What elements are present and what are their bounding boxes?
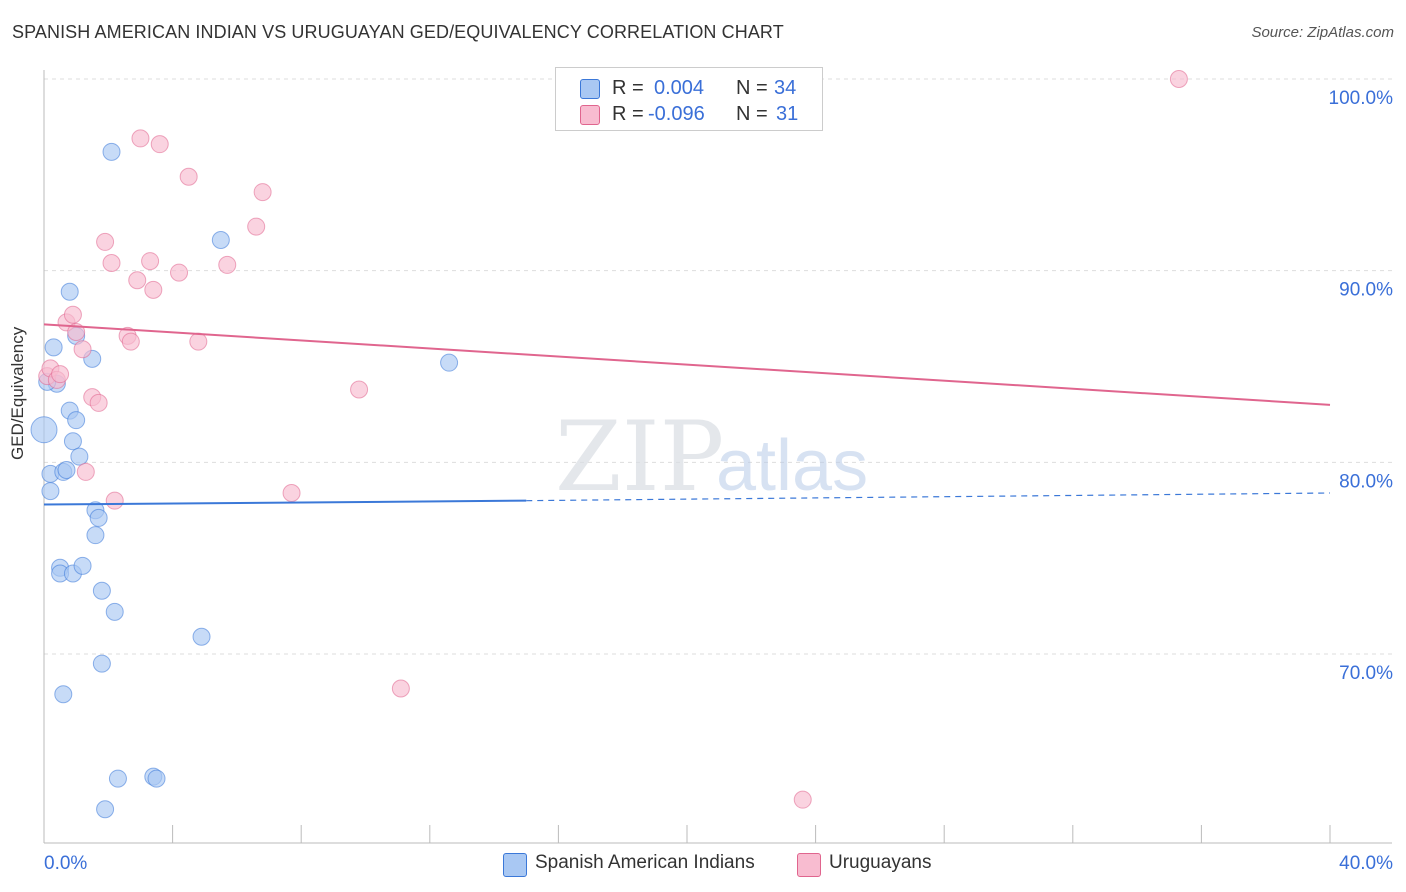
source-label: Source: ZipAtlas.com xyxy=(1251,24,1394,41)
point-spanish-american-indians xyxy=(57,461,76,479)
legend-r-label: R = xyxy=(612,103,644,125)
legend-label: Spanish American Indians xyxy=(535,852,755,873)
point-spanish-american-indians xyxy=(192,627,211,646)
trend-line-uruguayans xyxy=(43,323,1331,406)
watermark-atlas: atlas xyxy=(716,426,868,506)
y-tick-label: 100.0% xyxy=(1329,88,1394,109)
legend-label: Uruguayans xyxy=(829,852,932,873)
point-uruguayans xyxy=(141,252,160,271)
point-uruguayans xyxy=(73,340,92,359)
point-spanish-american-indians xyxy=(92,581,111,600)
legend-n-value: 34 xyxy=(774,77,797,99)
point-spanish-american-indians xyxy=(63,432,82,451)
legend-r-value: -0.096 xyxy=(648,103,705,125)
trend-lines xyxy=(43,323,1331,506)
point-uruguayans xyxy=(179,167,198,186)
point-uruguayans xyxy=(51,365,70,384)
y-tick-label: 70.0% xyxy=(1339,663,1393,684)
point-spanish-american-indians xyxy=(147,769,166,788)
point-spanish-american-indians xyxy=(89,508,108,527)
point-uruguayans xyxy=(350,380,369,399)
point-spanish-american-indians xyxy=(60,282,79,301)
point-uruguayans xyxy=(63,305,82,324)
tick-labels: 70.0% 80.0% 90.0% 100.0% 0.0% 40.0% xyxy=(44,88,1393,874)
legend-n-label: N = xyxy=(736,77,768,99)
point-uruguayans xyxy=(67,323,86,341)
axes xyxy=(43,70,1392,844)
point-spanish-american-indians xyxy=(86,526,105,545)
y-tick-label: 90.0% xyxy=(1339,280,1393,301)
legend-swatch xyxy=(580,105,600,125)
trend-line-extension xyxy=(526,492,1331,502)
point-uruguayans xyxy=(793,790,812,809)
point-uruguayans xyxy=(89,393,108,412)
trend-line-spanish-american-indians xyxy=(43,499,527,506)
point-spanish-american-indians xyxy=(96,800,115,819)
legend-n-label: N = xyxy=(736,103,768,125)
watermark-zip: ZIP xyxy=(555,401,724,513)
point-uruguayans xyxy=(247,217,266,236)
point-uruguayans xyxy=(121,332,140,351)
point-uruguayans xyxy=(391,679,410,698)
point-uruguayans xyxy=(189,332,208,351)
legend-swatch xyxy=(797,853,821,877)
legend-r-label: R = xyxy=(612,77,644,99)
point-uruguayans xyxy=(253,183,272,202)
point-uruguayans xyxy=(144,280,163,299)
point-uruguayans xyxy=(131,129,150,148)
point-spanish-american-indians xyxy=(70,447,89,466)
point-uruguayans xyxy=(96,232,115,251)
point-spanish-american-indians xyxy=(92,654,111,673)
point-spanish-american-indians xyxy=(44,338,63,357)
x-tick-label: 0.0% xyxy=(44,853,87,874)
data-points xyxy=(30,70,1188,819)
point-spanish-american-indians xyxy=(67,411,86,430)
point-spanish-american-indians xyxy=(54,685,73,704)
point-uruguayans xyxy=(150,135,169,154)
grid-lines xyxy=(44,78,1392,655)
point-spanish-american-indians xyxy=(102,142,121,161)
point-spanish-american-indians xyxy=(108,769,127,788)
x-tick-label: 40.0% xyxy=(1339,853,1393,874)
y-axis-label: GED/Equivalency xyxy=(8,326,27,460)
point-uruguayans xyxy=(1169,70,1188,88)
point-spanish-american-indians xyxy=(105,602,124,621)
point-uruguayans xyxy=(128,271,147,290)
point-uruguayans xyxy=(76,462,95,481)
point-spanish-american-indians xyxy=(41,482,60,501)
point-uruguayans xyxy=(218,255,237,274)
legend-n-value: 31 xyxy=(776,103,799,125)
point-spanish-american-indians xyxy=(211,231,230,249)
point-uruguayans xyxy=(102,254,121,272)
legend-r-value: 0.004 xyxy=(654,77,705,99)
y-tick-label: 80.0% xyxy=(1339,471,1393,492)
chart-title: SPANISH AMERICAN INDIAN VS URUGUAYAN GED… xyxy=(12,22,784,42)
stats-legend: R = 0.004 N = 34 R = -0.096 N = 31 xyxy=(555,67,823,131)
point-spanish-american-indians xyxy=(73,556,92,575)
point-uruguayans xyxy=(170,263,189,282)
legend-swatch xyxy=(580,79,600,99)
point-uruguayans xyxy=(282,484,301,502)
point-spanish-american-indians xyxy=(30,416,58,444)
point-uruguayans xyxy=(105,491,124,510)
point-spanish-american-indians xyxy=(440,353,459,372)
legend-swatch xyxy=(503,853,527,877)
